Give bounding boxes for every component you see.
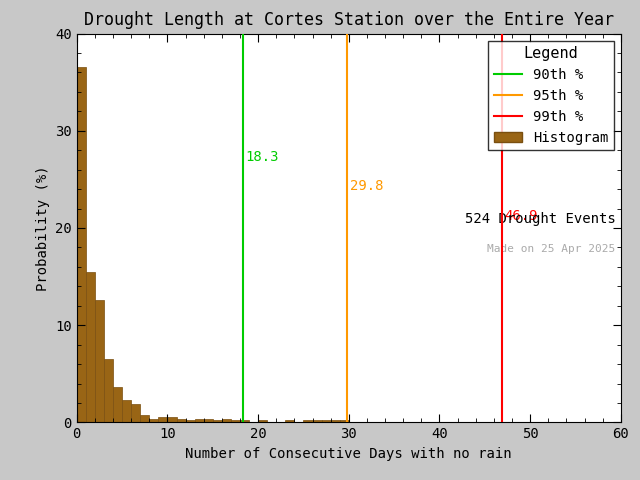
Bar: [312, 420, 321, 422]
Text: 29.8: 29.8: [349, 180, 383, 193]
Bar: [222, 419, 231, 422]
Text: Made on 25 Apr 2025: Made on 25 Apr 2025: [487, 243, 615, 253]
Bar: [331, 420, 340, 422]
Bar: [258, 420, 268, 422]
Bar: [177, 419, 186, 422]
Bar: [104, 359, 113, 422]
Bar: [340, 420, 349, 422]
Bar: [240, 420, 249, 422]
Text: 46.9: 46.9: [505, 208, 538, 223]
Bar: [95, 300, 104, 422]
Bar: [212, 420, 222, 422]
Y-axis label: Probability (%): Probability (%): [36, 165, 50, 291]
Bar: [140, 415, 149, 422]
Bar: [204, 419, 212, 422]
Bar: [186, 420, 195, 422]
Bar: [149, 419, 158, 422]
Bar: [321, 420, 331, 422]
Bar: [303, 420, 312, 422]
Bar: [131, 404, 140, 422]
Bar: [195, 419, 204, 422]
Bar: [285, 420, 294, 422]
Legend: 90th %, 95th %, 99th %, Histogram: 90th %, 95th %, 99th %, Histogram: [488, 40, 614, 150]
Bar: [158, 417, 168, 422]
Title: Drought Length at Cortes Station over the Entire Year: Drought Length at Cortes Station over th…: [84, 11, 614, 29]
Text: 524 Drought Events: 524 Drought Events: [465, 213, 615, 227]
Bar: [113, 387, 122, 422]
Bar: [231, 420, 240, 422]
Bar: [77, 67, 86, 422]
Text: 18.3: 18.3: [246, 150, 279, 164]
Bar: [168, 417, 177, 422]
X-axis label: Number of Consecutive Days with no rain: Number of Consecutive Days with no rain: [186, 447, 512, 461]
Bar: [86, 272, 95, 422]
Bar: [122, 400, 131, 422]
